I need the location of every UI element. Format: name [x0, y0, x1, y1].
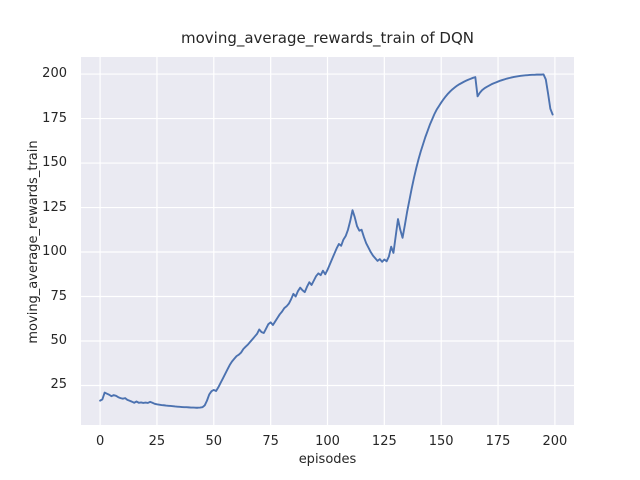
x-tick-label: 0	[95, 434, 105, 449]
y-tick-label: 75	[50, 288, 67, 304]
x-tick-label: 75	[262, 434, 279, 449]
x-tick-label: 150	[428, 434, 454, 449]
y-tick-label: 200	[42, 66, 67, 82]
x-tick-label: 50	[205, 434, 223, 449]
y-tick-label: 100	[42, 244, 67, 260]
x-tick-label: 25	[148, 434, 166, 449]
chart-title: moving_average_rewards_train of DQN	[180, 29, 475, 47]
y-tick-label: 150	[42, 155, 67, 171]
y-tick-label: 50	[50, 333, 67, 348]
x-tick-label: 200	[542, 434, 568, 449]
y-tick-label: 125	[42, 199, 67, 215]
x-tick-label: 125	[371, 434, 397, 449]
x-tick-label: 175	[485, 434, 511, 449]
y-tick-label: 175	[42, 110, 67, 126]
y-tick-label: 25	[50, 377, 67, 393]
x-tick-label: 100	[315, 434, 340, 449]
x-axis-label: episodes	[298, 452, 357, 467]
series-line	[99, 73, 554, 409]
